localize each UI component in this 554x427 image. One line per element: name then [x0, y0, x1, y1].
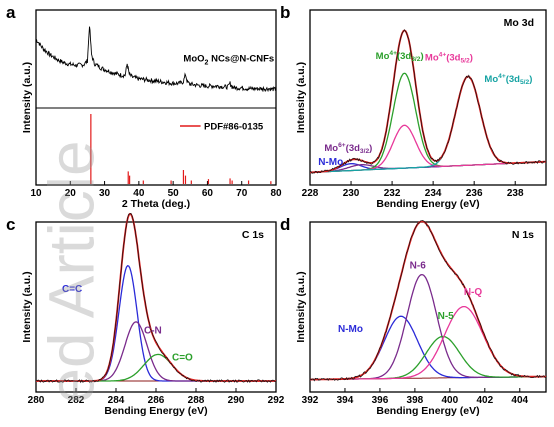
panel-frame-b — [309, 9, 547, 186]
x-tick-label-b-5: 238 — [507, 188, 524, 199]
component-line-b-4 — [310, 75, 546, 174]
component-label-b-4: Mo4+(3d5/2) — [484, 73, 532, 86]
x-tick-label-b-3: 234 — [425, 188, 442, 199]
series-line-moo2 — [35, 26, 276, 93]
component-label-d-1: N-6 — [410, 261, 427, 272]
raw-data-d — [309, 220, 547, 382]
x-tick-label-d-0: 392 — [302, 395, 319, 406]
x-tick-label-a-5: 60 — [202, 188, 214, 199]
x-tick-label-c-1: 282 — [68, 395, 85, 406]
panel-letter-a: a — [6, 3, 16, 22]
x-tick-label-d-4: 400 — [442, 395, 459, 406]
x-axis-label-c: Bending Energy (eV) — [104, 405, 207, 417]
panel-letter-c: c — [6, 215, 15, 234]
x-tick-label-d-2: 396 — [372, 395, 389, 406]
x-axis-label-a: 2 Theta (deg.) — [122, 198, 190, 210]
x-tick-label-c-0: 280 — [28, 395, 45, 406]
x-tick-label-a-4: 50 — [168, 188, 180, 199]
panel-frame-c — [35, 221, 277, 393]
panel-letter-b: b — [280, 3, 290, 22]
series-label-moo2: MoO2 NCs@N-CNFs — [183, 54, 274, 67]
component-line-b-2 — [310, 72, 546, 174]
x-tick-label-c-6: 292 — [268, 395, 285, 406]
panel-c: 280 282 284 286 288 290 292 Bending Energy (eV)… — [6, 212, 285, 417]
component-label-b-1: Mo6+(3d3/2) — [324, 142, 372, 155]
panel-title-d: N 1s — [512, 229, 534, 241]
component-line-d-3 — [309, 305, 546, 381]
y-axis-label-b: Intensity (a.u.) — [295, 62, 307, 133]
x-tick-label-d-6: 404 — [511, 395, 528, 406]
x-tick-label-a-1: 20 — [65, 188, 77, 199]
panel-frame-a — [35, 9, 277, 186]
panel-letter-d: d — [280, 215, 290, 234]
raw-data-c — [35, 212, 277, 384]
component-label-d-3: N-Q — [464, 287, 483, 298]
x-axis-label-b: Bending Energy (eV) — [376, 198, 479, 210]
component-label-d-2: N-5 — [438, 311, 455, 322]
x-tick-label-d-1: 394 — [337, 395, 354, 406]
raw-data-b — [309, 29, 547, 174]
x-tick-label-c-5: 290 — [228, 395, 245, 406]
ref-legend-label: PDF#86-0135 — [204, 122, 264, 133]
x-tick-label-c-4: 288 — [188, 395, 205, 406]
x-tick-label-b-2: 232 — [384, 188, 401, 199]
x-tick-label-b-4: 236 — [466, 188, 483, 199]
envelope-c — [36, 212, 276, 382]
panel-d: 392 394 396 398 400 402 404 Bending Energy (eV)… — [280, 215, 547, 417]
x-tick-label-a-3: 40 — [133, 188, 145, 199]
y-axis-label-c: Intensity (a.u.) — [21, 271, 33, 342]
envelope-d — [309, 220, 546, 381]
component-label-b-2: Mo4+(3d3/2) — [376, 50, 424, 63]
panel-a: 10 20 30 40 50 60 70 80 2 Theta (deg.) Intensity … — [6, 3, 282, 210]
panel-b: 228 230 232 234 236 238 Bending Energy (eV) Int… — [280, 3, 547, 210]
panel-frame-d — [309, 221, 547, 393]
x-tick-label-a-7: 80 — [270, 188, 282, 199]
y-axis-label-a: Intensity (a.u.) — [21, 62, 33, 133]
component-line-c-2 — [36, 353, 276, 382]
component-label-c-0: C=C — [62, 284, 82, 295]
component-label-d-0: N-Mo — [338, 324, 363, 335]
x-tick-label-b-1: 230 — [343, 188, 360, 199]
y-axis-label-d: Intensity (a.u.) — [295, 271, 307, 342]
x-tick-label-c-3: 286 — [148, 395, 165, 406]
component-label-c-1: C-N — [144, 326, 162, 337]
x-tick-label-d-5: 402 — [476, 395, 493, 406]
x-tick-label-d-3: 398 — [407, 395, 424, 406]
x-tick-label-a-0: 10 — [30, 188, 42, 199]
x-axis-label-d: Bending Energy (eV) — [376, 405, 479, 417]
panel-title-c: C 1s — [242, 229, 264, 241]
component-label-b-3: Mo4+(3d5/2) — [425, 52, 473, 65]
component-label-b-0: N-Mo — [318, 157, 343, 168]
x-tick-label-c-2: 284 — [108, 395, 125, 406]
x-tick-label-a-2: 30 — [99, 188, 111, 199]
component-label-c-2: C=O — [172, 352, 193, 363]
panel-title-b: Mo 3d — [504, 17, 534, 29]
x-tick-label-a-6: 70 — [236, 188, 248, 199]
x-tick-label-b-0: 228 — [302, 188, 319, 199]
component-line-c-0 — [36, 264, 276, 382]
